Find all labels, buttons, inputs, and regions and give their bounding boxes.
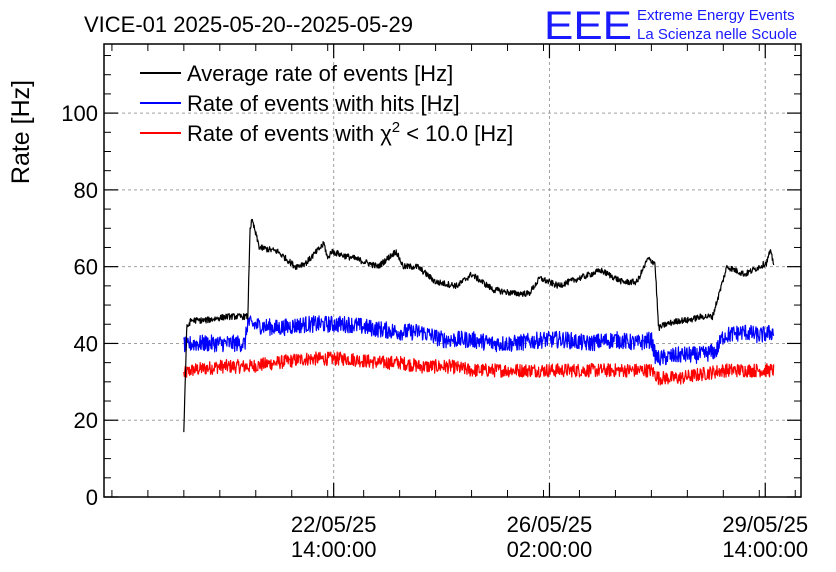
x-tick-label-date: 26/05/25	[507, 512, 593, 537]
x-tick-label-time: 14:00:00	[291, 537, 377, 562]
eee-logo: EEE Extreme Energy Events La Scienza nel…	[544, 4, 797, 48]
x-tick-label-date: 22/05/25	[291, 512, 377, 537]
y-tick-label: 100	[61, 101, 98, 126]
y-tick-label: 80	[74, 178, 98, 203]
legend-entry: Average rate of events [Hz]	[187, 61, 453, 86]
series-line-2	[183, 315, 775, 366]
y-axis-label: Rate [Hz]	[7, 80, 35, 184]
chart-title: VICE-01 2025-05-20--2025-05-29	[84, 12, 413, 37]
legend-entry-superscript: 2	[392, 119, 400, 136]
x-tick-label-time: 02:00:00	[507, 537, 593, 562]
tick-layer	[104, 44, 801, 498]
series-line-1	[183, 218, 775, 433]
legend-entry: Rate of events with χ2 < 10.0 [Hz]	[187, 119, 513, 146]
logo-letters: EEE	[544, 4, 632, 48]
logo-line-1: Extreme Energy Events	[637, 7, 795, 24]
x-tick-label-time: 14:00:00	[722, 537, 808, 562]
y-tick-label: 40	[74, 331, 98, 356]
legend-entry-text: Rate of events with χ	[187, 121, 392, 146]
grid-layer	[104, 44, 801, 497]
plot-frame	[103, 43, 802, 498]
y-tick-label: 0	[86, 485, 98, 510]
label-layer: 02040608010022/05/2514:00:0026/05/2502:0…	[61, 101, 808, 562]
x-tick-label-date: 29/05/25	[722, 512, 808, 537]
legend-entry: Rate of events with hits [Hz]	[187, 91, 460, 116]
y-tick-label: 20	[74, 408, 98, 433]
series-line-3	[183, 351, 775, 386]
y-tick-label: 60	[74, 255, 98, 280]
legend: Average rate of events [Hz] Rate of event…	[140, 61, 513, 146]
legend-entry-tail: < 10.0 [Hz]	[400, 121, 513, 146]
logo-line-2: La Scienza nelle Scuole	[637, 26, 797, 43]
series-layer	[183, 218, 775, 433]
